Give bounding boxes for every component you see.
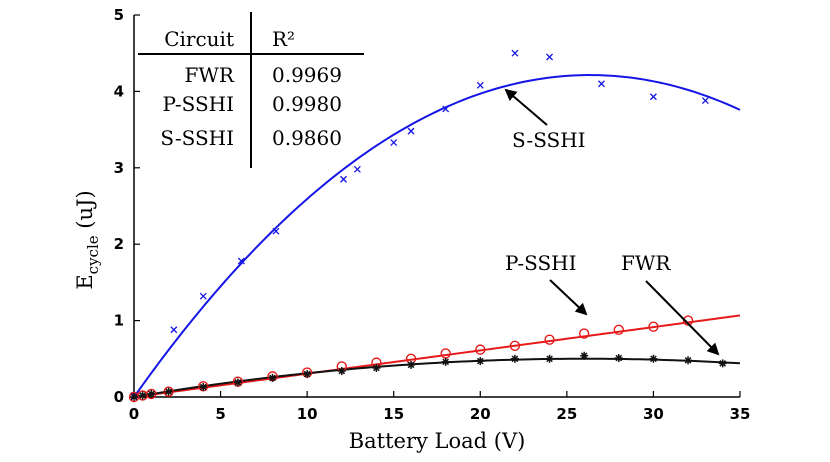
point-p-sshi: [682, 315, 694, 326]
x-tick-label: 30: [643, 405, 664, 423]
r2-header-r2: R²: [272, 27, 295, 51]
x-tick-label: 10: [297, 405, 318, 423]
point-s-sshi: [476, 81, 484, 89]
y-tick-label: 2: [114, 235, 124, 253]
point-s-sshi: [199, 292, 207, 300]
point-s-sshi: [442, 105, 450, 113]
point-s-sshi: [511, 49, 519, 57]
point-p-sshi: [578, 328, 590, 339]
point-s-sshi: [272, 227, 280, 235]
r2-row-2-circuit: P-SSHI: [162, 92, 234, 116]
annotation-p-sshi-label: P-SSHI: [505, 251, 577, 275]
tick-group: 0 5 10 15 20 25 30 35 0 1 2 3 4 5: [114, 6, 751, 423]
x-tick-label: 5: [215, 405, 225, 423]
point-s-sshi: [407, 127, 415, 135]
point-p-sshi: [509, 340, 521, 352]
point-s-sshi: [546, 53, 554, 61]
fit-line-p-sshi: [133, 314, 741, 398]
y-tick-label: 3: [114, 159, 124, 177]
point-p-sshi: [544, 334, 555, 345]
point-s-sshi: [170, 326, 178, 334]
x-tick-label: 25: [556, 405, 577, 423]
annotation-fwr-label: FWR: [621, 251, 671, 275]
annotation-fwr-arrow: [645, 280, 720, 356]
point-fwr: [303, 370, 312, 379]
point-p-sshi: [440, 348, 451, 359]
x-axis-title: Battery Load (V): [349, 429, 526, 453]
point-s-sshi: [701, 97, 709, 105]
r2-row-2-value: 0.9980: [272, 92, 342, 116]
point-fwr: [337, 367, 346, 376]
data-markers: [128, 49, 727, 403]
point-fwr: [545, 354, 554, 363]
r2-row-1-circuit: FWR: [185, 63, 235, 87]
annotation-p-sshi: P-SSHI: [505, 251, 588, 316]
r2-row-3-value: 0.9860: [272, 126, 342, 150]
point-fwr: [649, 354, 658, 363]
point-p-sshi: [146, 388, 157, 400]
y-tick-label: 0: [114, 388, 124, 406]
y-axis-title-sub: cycle: [84, 235, 102, 274]
point-fwr: [510, 354, 519, 363]
point-fwr: [580, 351, 589, 360]
y-axis-title-unit: (uJ): [73, 190, 97, 228]
point-fwr: [130, 393, 138, 401]
fit-line-s-sshi: [133, 74, 741, 398]
r2-header-circuit: Circuit: [164, 27, 234, 51]
annotation-s-sshi-arrow: [504, 88, 548, 126]
point-fwr: [441, 357, 450, 366]
y-tick-label: 5: [114, 6, 124, 24]
x-tick-label: 15: [383, 405, 404, 423]
point-fwr: [147, 389, 156, 398]
point-fwr: [718, 359, 727, 368]
point-p-sshi: [475, 344, 486, 355]
x-tick-label: 0: [129, 405, 139, 423]
point-fwr: [614, 354, 623, 363]
y-axis-title: Ecycle (uJ): [73, 190, 102, 289]
point-s-sshi: [237, 257, 245, 265]
point-p-sshi: [648, 321, 659, 332]
y-tick-label: 1: [114, 312, 124, 330]
point-s-sshi: [598, 80, 605, 88]
point-s-sshi: [353, 165, 361, 173]
svg-text:Ecycle (uJ): Ecycle (uJ): [73, 190, 102, 289]
x-tick-label: 35: [730, 405, 751, 423]
point-fwr: [138, 391, 147, 400]
point-p-sshi: [163, 386, 174, 397]
annotation-p-sshi-arrow: [549, 279, 588, 316]
annotation-fwr: FWR: [621, 251, 720, 356]
fit-curves: [133, 74, 741, 398]
point-fwr: [407, 360, 416, 369]
point-fwr: [684, 356, 693, 365]
r2-row-3-circuit: S-SSHI: [160, 126, 234, 150]
annotation-s-sshi-label: S-SSHI: [512, 128, 586, 152]
annotation-s-sshi: S-SSHI: [504, 88, 586, 152]
r2-row-1-value: 0.9969: [272, 63, 342, 87]
point-s-sshi: [649, 93, 657, 101]
point-p-sshi: [613, 324, 624, 335]
point-fwr: [372, 363, 381, 372]
point-fwr: [199, 383, 208, 392]
y-tick-label: 4: [114, 82, 124, 100]
point-fwr: [233, 378, 242, 387]
point-s-sshi: [340, 175, 347, 183]
x-tick-label: 20: [470, 405, 491, 423]
point-fwr: [164, 387, 173, 396]
point-s-sshi: [390, 139, 398, 147]
point-fwr: [268, 373, 277, 382]
fit-line-fwr: [133, 357, 741, 398]
point-fwr: [476, 357, 485, 366]
y-axis-title-main: E: [73, 274, 97, 289]
r2-table: Circuit R² FWR 0.9969 P-SSHI 0.9980 S-SS…: [138, 12, 364, 168]
